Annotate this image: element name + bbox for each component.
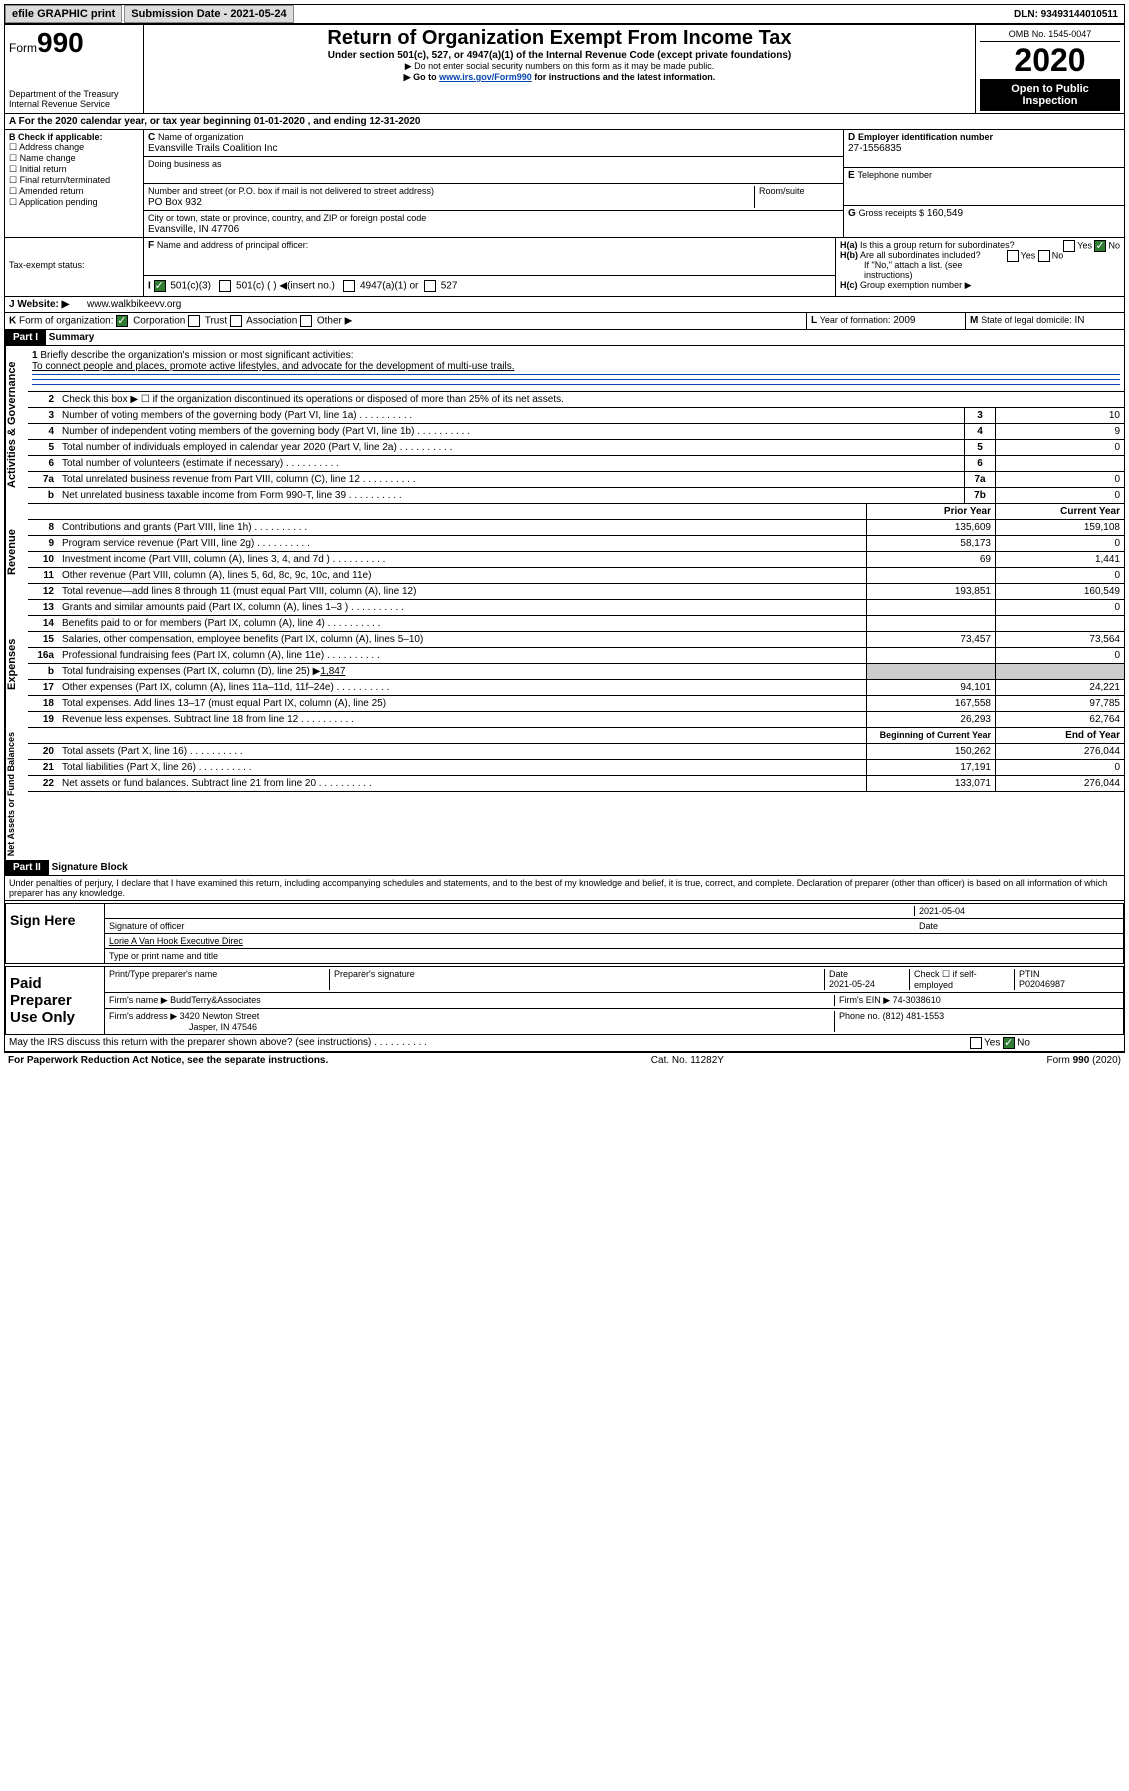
chk-initial-return[interactable]: ☐ Initial return [9, 164, 139, 175]
side-revenue: Revenue [5, 504, 28, 600]
officer-name: Lorie A Van Hook Executive Direc [109, 936, 1119, 946]
firm-name: BuddTerry&Associates [170, 995, 261, 1005]
side-expenses: Expenses [5, 600, 28, 728]
website[interactable]: www.walkbikeevv.org [83, 297, 1124, 312]
l5v: 0 [995, 440, 1124, 455]
chk-application-pending[interactable]: ☐ Application pending [9, 197, 139, 208]
open-public: Open to Public Inspection [980, 79, 1120, 111]
form-header: Form990 Department of the TreasuryIntern… [5, 25, 1124, 114]
side-activities: Activities & Governance [5, 346, 28, 504]
chk-address-change[interactable]: ☐ Address change [9, 142, 139, 153]
org-name: Evansville Trails Coalition Inc [148, 143, 278, 154]
chk-501c3[interactable] [154, 280, 166, 292]
ptin: P02046987 [1019, 979, 1065, 989]
ein: 27-1556835 [848, 143, 901, 154]
chk-527[interactable] [424, 280, 436, 292]
state-domicile: IN [1074, 315, 1084, 326]
chk-name-change[interactable]: ☐ Name change [9, 153, 139, 164]
firm-ein: 74-3038610 [893, 995, 941, 1005]
ha-yes[interactable] [1063, 240, 1075, 252]
chk-501c[interactable] [219, 280, 231, 292]
main-title: Return of Organization Exempt From Incom… [148, 27, 971, 50]
entity-block: B Check if applicable: ☐ Address change … [5, 130, 1124, 238]
form-word: Form [9, 41, 37, 55]
tax-period: A For the 2020 calendar year, or tax yea… [5, 114, 1124, 130]
org-address: PO Box 932 [148, 197, 202, 208]
firm-phone: (812) 481-1553 [883, 1011, 945, 1021]
omb-number: OMB No. 1545-0047 [980, 27, 1120, 42]
side-netassets: Net Assets or Fund Balances [5, 728, 28, 860]
l4v: 9 [995, 424, 1124, 439]
form-number: 990 [37, 27, 84, 58]
chk-4947[interactable] [343, 280, 355, 292]
irs-link[interactable]: www.irs.gov/Form990 [439, 72, 532, 82]
discuss-no[interactable] [1003, 1037, 1015, 1049]
paid-preparer-block: Paid Preparer Use Only Print/Type prepar… [5, 966, 1124, 1035]
dln: DLN: 93493144010511 [1008, 7, 1124, 22]
chk-corp[interactable] [116, 315, 128, 327]
top-toolbar: efile GRAPHIC print Submission Date - 20… [4, 4, 1125, 24]
l6v [995, 456, 1124, 471]
chk-trust[interactable] [188, 315, 200, 327]
chk-final-return[interactable]: ☐ Final return/terminated [9, 175, 139, 186]
ha-no[interactable] [1094, 240, 1106, 252]
gross-receipts: 160,549 [927, 208, 963, 219]
mission: To connect people and places, promote ac… [32, 361, 1120, 372]
part1-header: Part I Summary [5, 330, 1124, 346]
chk-other[interactable] [300, 315, 312, 327]
discuss-yes[interactable] [970, 1037, 982, 1049]
l7av: 0 [995, 472, 1124, 487]
chk-assoc[interactable] [230, 315, 242, 327]
submission-date: Submission Date - 2021-05-24 [124, 5, 293, 23]
hb-yes[interactable] [1007, 250, 1019, 262]
subtitle-3: Go to www.irs.gov/Form990 for instructio… [148, 72, 971, 83]
page-footer: For Paperwork Reduction Act Notice, see … [4, 1053, 1125, 1068]
firm-addr1: 3420 Newton Street [180, 1011, 260, 1021]
l7bv: 0 [995, 488, 1124, 503]
l3v: 10 [995, 408, 1124, 423]
efile-button[interactable]: efile GRAPHIC print [5, 5, 122, 23]
hb-no[interactable] [1038, 250, 1050, 262]
subtitle-1: Under section 501(c), 527, or 4947(a)(1)… [148, 50, 971, 61]
year-formation: 2009 [893, 315, 915, 326]
form-outer: Form990 Department of the TreasuryIntern… [4, 24, 1125, 1053]
sign-here-block: Sign Here 2021-05-04 Signature of office… [5, 903, 1124, 964]
tax-year: 2020 [980, 42, 1120, 79]
chk-amended-return[interactable]: ☐ Amended return [9, 186, 139, 197]
part2-header: Part II Signature Block [5, 860, 1124, 876]
perjury-declaration: Under penalties of perjury, I declare th… [5, 876, 1124, 901]
subtitle-2: Do not enter social security numbers on … [148, 61, 971, 72]
org-city: Evansville, IN 47706 [148, 224, 239, 235]
dept-treasury: Department of the TreasuryInternal Reven… [9, 89, 139, 109]
